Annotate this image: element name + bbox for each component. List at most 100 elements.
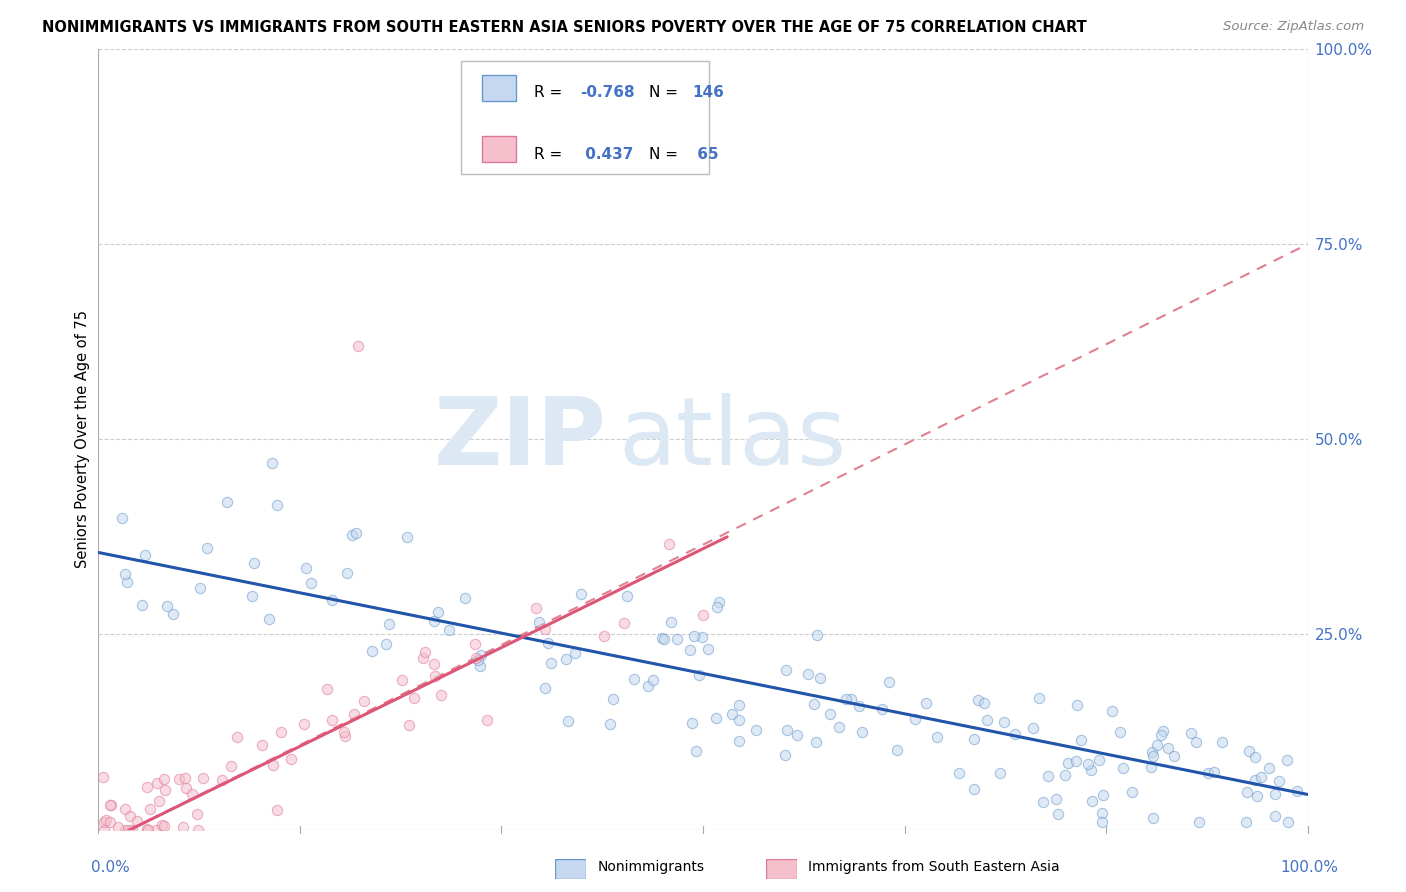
Point bbox=[190, 582, 212, 596]
Point bbox=[963, 781, 986, 796]
Point bbox=[1185, 735, 1208, 749]
Point bbox=[1244, 749, 1267, 764]
Point bbox=[240, 589, 263, 603]
Point bbox=[1046, 807, 1069, 822]
Point bbox=[1057, 756, 1080, 771]
Point bbox=[321, 713, 343, 727]
Point bbox=[353, 694, 375, 708]
Point bbox=[616, 589, 638, 603]
Point bbox=[692, 631, 714, 645]
Point bbox=[197, 541, 219, 555]
Point bbox=[796, 666, 818, 681]
Point bbox=[593, 630, 616, 644]
Point bbox=[1070, 732, 1092, 747]
Point bbox=[347, 339, 370, 353]
Point bbox=[540, 657, 562, 671]
Point bbox=[1064, 754, 1087, 768]
Point bbox=[114, 567, 136, 582]
Point bbox=[886, 743, 908, 757]
Point bbox=[114, 802, 136, 816]
Point bbox=[1036, 769, 1059, 783]
Point bbox=[1152, 724, 1174, 739]
Point bbox=[1188, 814, 1211, 829]
Point bbox=[153, 772, 176, 786]
Point bbox=[524, 601, 547, 615]
Point bbox=[135, 822, 157, 836]
Point bbox=[153, 783, 176, 797]
Point bbox=[1091, 814, 1114, 829]
Point bbox=[266, 804, 288, 818]
Point bbox=[904, 712, 927, 726]
Point bbox=[453, 591, 475, 605]
Point bbox=[681, 715, 703, 730]
Point bbox=[340, 528, 363, 542]
Point bbox=[786, 728, 808, 742]
Point bbox=[150, 818, 173, 832]
Point bbox=[395, 531, 418, 545]
Point bbox=[637, 680, 659, 694]
Point bbox=[839, 691, 862, 706]
Point bbox=[186, 806, 208, 821]
Point bbox=[374, 636, 396, 650]
Point bbox=[925, 730, 948, 744]
Point bbox=[402, 690, 425, 705]
Point bbox=[423, 657, 446, 671]
Text: N =: N = bbox=[648, 85, 682, 100]
Point bbox=[107, 820, 129, 834]
FancyBboxPatch shape bbox=[482, 136, 516, 162]
Point bbox=[94, 813, 117, 827]
Point bbox=[775, 747, 797, 762]
Point bbox=[191, 771, 214, 785]
Point bbox=[180, 787, 202, 801]
Text: 0.437: 0.437 bbox=[579, 146, 633, 161]
Point bbox=[423, 668, 446, 682]
Point bbox=[343, 706, 366, 721]
Point bbox=[727, 734, 749, 748]
Point bbox=[439, 624, 461, 638]
Point bbox=[1268, 774, 1291, 789]
Point bbox=[115, 574, 138, 589]
Point bbox=[963, 731, 986, 746]
Point bbox=[470, 659, 492, 673]
Point bbox=[688, 668, 710, 682]
Point bbox=[534, 681, 557, 695]
Point bbox=[728, 698, 751, 712]
Point bbox=[118, 822, 141, 837]
Point bbox=[262, 456, 284, 470]
Point bbox=[557, 714, 579, 729]
Point bbox=[1045, 792, 1067, 806]
Point bbox=[806, 628, 828, 642]
Point bbox=[851, 725, 873, 739]
Point bbox=[280, 752, 302, 766]
Point bbox=[1250, 770, 1272, 784]
Text: 146: 146 bbox=[692, 85, 724, 100]
Point bbox=[145, 822, 167, 837]
Point bbox=[1066, 698, 1088, 712]
Point bbox=[652, 632, 675, 647]
Point bbox=[121, 822, 143, 837]
Point bbox=[727, 713, 749, 727]
Point bbox=[299, 575, 322, 590]
Point bbox=[391, 673, 413, 687]
Point bbox=[1004, 727, 1026, 741]
Text: R =: R = bbox=[534, 146, 567, 161]
Point bbox=[1180, 725, 1202, 739]
Point bbox=[315, 681, 337, 696]
Point bbox=[721, 706, 744, 721]
Point bbox=[153, 819, 176, 833]
Point bbox=[775, 663, 797, 677]
Point bbox=[537, 636, 560, 650]
Point bbox=[250, 738, 273, 752]
Point bbox=[1146, 739, 1168, 753]
Text: 100.0%: 100.0% bbox=[1281, 860, 1339, 874]
Point bbox=[1264, 809, 1286, 823]
Point bbox=[966, 692, 988, 706]
Point bbox=[131, 598, 153, 612]
Point bbox=[704, 711, 727, 725]
Point bbox=[186, 822, 208, 837]
Point bbox=[413, 645, 436, 659]
Point bbox=[146, 775, 169, 789]
Point bbox=[1140, 745, 1163, 759]
Point bbox=[93, 815, 115, 830]
Point bbox=[336, 566, 359, 581]
